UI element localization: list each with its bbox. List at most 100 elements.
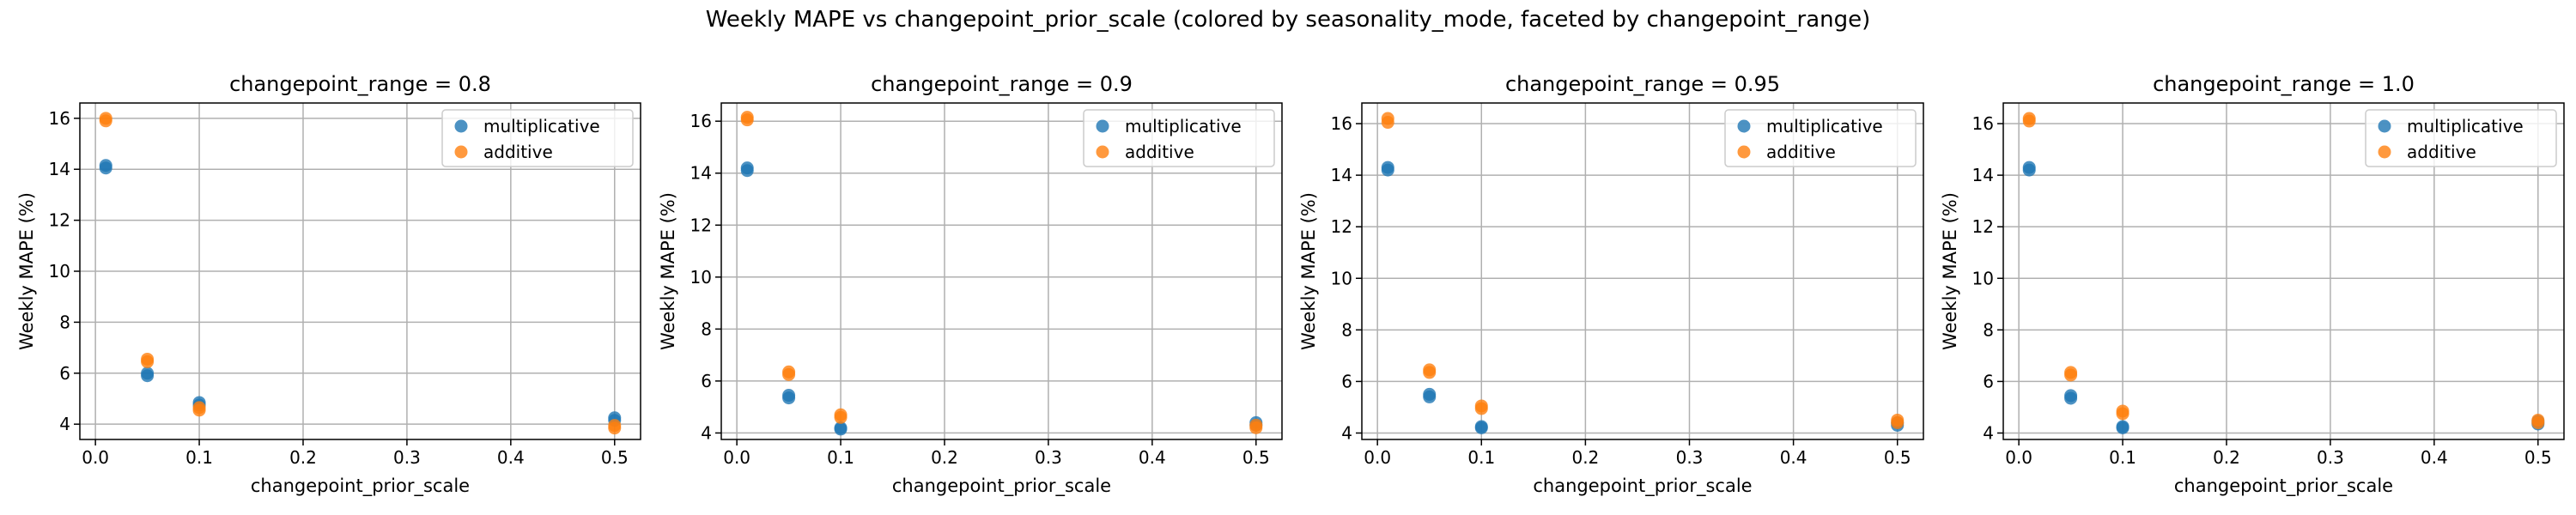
panel-title: changepoint_range = 0.9	[871, 72, 1133, 96]
legend-box	[1724, 109, 1917, 167]
x-tick-label: 0.1	[2109, 447, 2136, 468]
legend-box	[441, 109, 634, 167]
legend-marker-additive	[2378, 145, 2391, 159]
legend-label-additive: additive	[2407, 142, 2476, 162]
data-point-multiplicative	[141, 367, 155, 380]
legend-marker-multiplicative	[1737, 119, 1751, 133]
x-tick-label: 0.3	[1035, 447, 1062, 468]
y-tick-label: 8	[1341, 319, 1352, 340]
y-tick-label: 14	[49, 159, 70, 179]
legend-label-additive: additive	[1766, 142, 1836, 162]
y-tick-label: 8	[701, 318, 712, 339]
data-point-additive	[2116, 404, 2129, 418]
y-tick-label: 10	[49, 261, 70, 282]
legend-label-multiplicative: multiplicative	[2407, 116, 2524, 136]
y-tick-label: 4	[59, 414, 70, 434]
y-axis-label: Weekly MAPE (%)	[658, 192, 678, 350]
y-tick-label: 12	[1331, 216, 1352, 237]
x-tick-label: 0.4	[2421, 447, 2448, 468]
chart-panel-3: 0.0 0.1 0.2 0.3 0.4 0.5 4 6 8 10 12 14 16 changepoint…	[1298, 72, 1924, 497]
x-tick-label: 0.5	[1242, 447, 1270, 468]
axes-frame	[2002, 102, 2565, 440]
data-point-additive	[2022, 112, 2036, 125]
legend-box	[2365, 109, 2557, 167]
x-tick-label: 0.3	[1676, 447, 1704, 468]
data-point-additive	[99, 112, 112, 125]
panel-title: changepoint_range = 0.95	[1505, 72, 1780, 96]
y-tick-label: 16	[1331, 113, 1352, 134]
axes-frame	[720, 102, 1283, 440]
x-tick-label: 0.0	[2005, 447, 2032, 468]
legend-marker-additive	[1737, 145, 1751, 159]
x-tick-label: 0.4	[1139, 447, 1166, 468]
x-axis-label: changepoint_prior_scale	[1533, 476, 1752, 497]
y-tick-label: 12	[49, 210, 70, 231]
chart-panel-2: 0.0 0.1 0.2 0.3 0.4 0.5 4 6 8 10 12 14 16 changepoint…	[658, 72, 1283, 497]
data-point-multiplicative	[782, 389, 796, 403]
data-point-additive	[2064, 366, 2078, 379]
legend-marker-additive	[454, 145, 468, 159]
legend-label-additive: additive	[1125, 142, 1194, 162]
y-tick-label: 6	[59, 363, 70, 384]
y-tick-label: 6	[1983, 371, 1994, 391]
y-tick-label: 10	[1331, 268, 1352, 288]
legend: multiplicative additive	[2365, 109, 2557, 167]
legend-label-multiplicative: multiplicative	[483, 116, 600, 136]
x-tick-label: 0.2	[931, 447, 958, 468]
x-tick-label: 0.5	[601, 447, 629, 468]
y-tick-label: 16	[1972, 113, 1994, 134]
x-tick-label: 0.2	[1571, 447, 1599, 468]
chart-panel-4: 0.0 0.1 0.2 0.3 0.4 0.5 4 6 8 10 12 14 16 changepoint…	[1940, 72, 2565, 497]
y-tick-label: 16	[690, 111, 712, 131]
x-axis-label: changepoint_prior_scale	[892, 476, 1111, 497]
data-point-additive	[834, 408, 848, 421]
data-point-multiplicative	[1381, 161, 1394, 174]
data-point-additive	[192, 401, 206, 415]
x-tick-label: 0.3	[2317, 447, 2344, 468]
y-tick-label: 10	[1972, 268, 1994, 288]
data-point-multiplicative	[2022, 161, 2036, 174]
data-point-additive	[141, 352, 155, 366]
x-tick-label: 0.2	[289, 447, 317, 468]
data-point-multiplicative	[1423, 387, 1437, 401]
x-tick-label: 0.4	[1780, 447, 1807, 468]
legend: multiplicative additive	[1083, 109, 1275, 167]
y-tick-label: 14	[1972, 165, 1994, 185]
y-axis-label: Weekly MAPE (%)	[1940, 192, 1960, 350]
legend-box	[1083, 109, 1275, 167]
legend-marker-additive	[1096, 145, 1109, 159]
y-tick-label: 4	[1983, 422, 1994, 443]
legend-marker-multiplicative	[1096, 119, 1109, 133]
panel-title: changepoint_range = 1.0	[2153, 72, 2415, 96]
data-point-additive	[1474, 399, 1488, 413]
y-tick-label: 10	[690, 267, 712, 288]
x-tick-label: 0.5	[2524, 447, 2552, 468]
x-tick-label: 0.3	[393, 447, 421, 468]
legend: multiplicative additive	[1724, 109, 1917, 167]
y-tick-label: 16	[49, 108, 70, 129]
y-tick-label: 8	[59, 312, 70, 332]
y-axis-label: Weekly MAPE (%)	[1298, 192, 1319, 350]
panel-title: changepoint_range = 0.8	[229, 72, 491, 96]
data-point-additive	[1891, 413, 1905, 427]
y-tick-label: 12	[690, 215, 712, 235]
axes-frame	[1361, 102, 1924, 440]
x-tick-label: 0.0	[82, 447, 109, 468]
x-axis-label: changepoint_prior_scale	[2174, 476, 2393, 497]
data-point-additive	[782, 365, 796, 379]
data-point-additive	[2531, 413, 2545, 427]
chart-panel-1: 0.0 0.1 0.2 0.3 0.4 0.5 4 6 8 10 12 14 16 changepoint…	[16, 72, 641, 497]
x-tick-label: 0.1	[185, 447, 213, 468]
x-tick-label: 0.1	[827, 447, 854, 468]
x-axis-label: changepoint_prior_scale	[251, 476, 470, 497]
data-point-multiplicative	[2116, 420, 2129, 433]
y-tick-label: 6	[701, 371, 712, 391]
legend-marker-multiplicative	[2378, 119, 2391, 133]
data-point-multiplicative	[99, 159, 112, 173]
data-point-multiplicative	[2064, 389, 2078, 403]
y-tick-label: 6	[1341, 371, 1352, 391]
y-tick-label: 14	[1331, 165, 1352, 185]
legend-label-multiplicative: multiplicative	[1766, 116, 1883, 136]
x-tick-label: 0.0	[723, 447, 750, 468]
y-tick-label: 8	[1983, 319, 1994, 340]
